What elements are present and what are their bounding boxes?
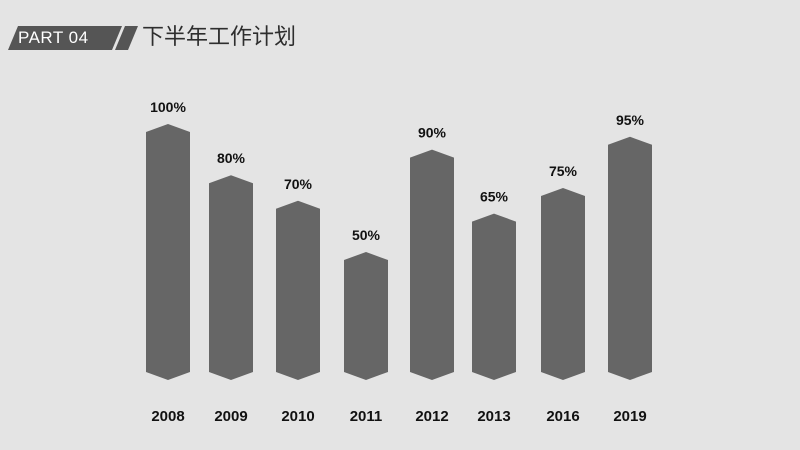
value-label-2012: 90% (418, 125, 447, 141)
value-label-2013: 65% (480, 189, 509, 205)
value-label-2009: 80% (217, 150, 246, 166)
bar-2013 (472, 213, 516, 380)
value-label-2016: 75% (549, 163, 578, 179)
category-label-2011: 2011 (350, 408, 383, 425)
category-label-2009: 2009 (214, 408, 247, 425)
category-label-2013: 2013 (477, 408, 510, 425)
page-title: 下半年工作计划 (142, 25, 297, 50)
bar-2008 (146, 124, 190, 380)
bar-2010 (276, 200, 320, 380)
category-label-2016: 2016 (546, 408, 579, 425)
part-label: PART 04 (18, 28, 89, 47)
bar-2009 (209, 175, 253, 380)
part-tag-shape (8, 26, 138, 50)
category-label-2012: 2012 (415, 408, 448, 425)
category-label-2010: 2010 (281, 408, 314, 425)
category-label-2008: 2008 (151, 408, 184, 425)
value-label-2008: 100% (150, 99, 186, 115)
bar-2012 (410, 149, 454, 380)
category-label-2019: 2019 (613, 408, 646, 425)
value-label-2011: 50% (352, 227, 381, 243)
bar-2011 (344, 252, 388, 380)
value-label-2010: 70% (284, 176, 313, 192)
bar-2016 (541, 188, 585, 380)
value-label-2019: 95% (616, 112, 645, 128)
bar-2019 (608, 136, 652, 380)
